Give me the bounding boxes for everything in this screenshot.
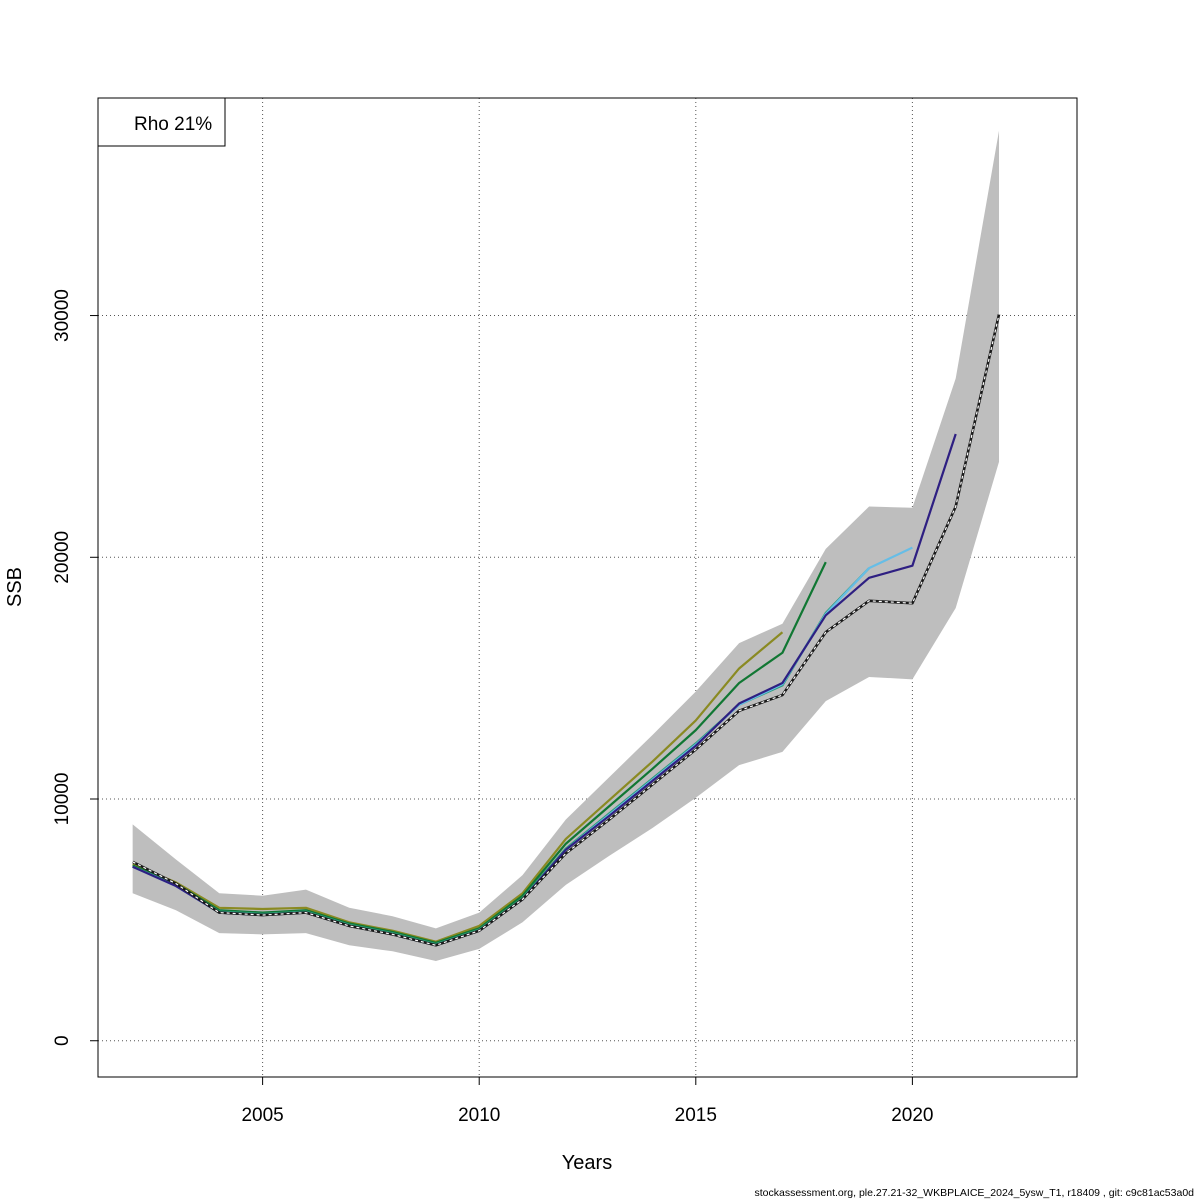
plot-frame [97, 97, 1078, 1078]
series-line-peel [132, 631, 784, 943]
legend-frame [97, 97, 226, 147]
y-tick-label: 10000 [52, 773, 73, 826]
y-tick-label: 0 [52, 1035, 73, 1046]
y-tick-label: 20000 [52, 531, 73, 584]
axes: 2005 2010 2015 2020 0 10000 20000 30000 [52, 289, 934, 1126]
y-tick-label: 30000 [52, 289, 73, 342]
x-tick-label: 2005 [241, 1105, 283, 1126]
legend-box: Rho 21% [97, 97, 226, 147]
y-axis-title: SSB [4, 567, 26, 607]
x-tick-label: 2020 [891, 1105, 933, 1126]
x-tick-label: 2015 [675, 1105, 717, 1126]
x-axis-title: Years [562, 1152, 612, 1174]
series-lines [132, 314, 1001, 947]
confidence-band [132, 130, 1000, 961]
footer-caption: stockassessment.org, ple.27.21-32_WKBPLA… [754, 1187, 1194, 1199]
series-line-dash-overlay [132, 314, 1000, 946]
legend-text: Rho 21% [134, 114, 212, 135]
x-tick-label: 2010 [458, 1105, 500, 1126]
